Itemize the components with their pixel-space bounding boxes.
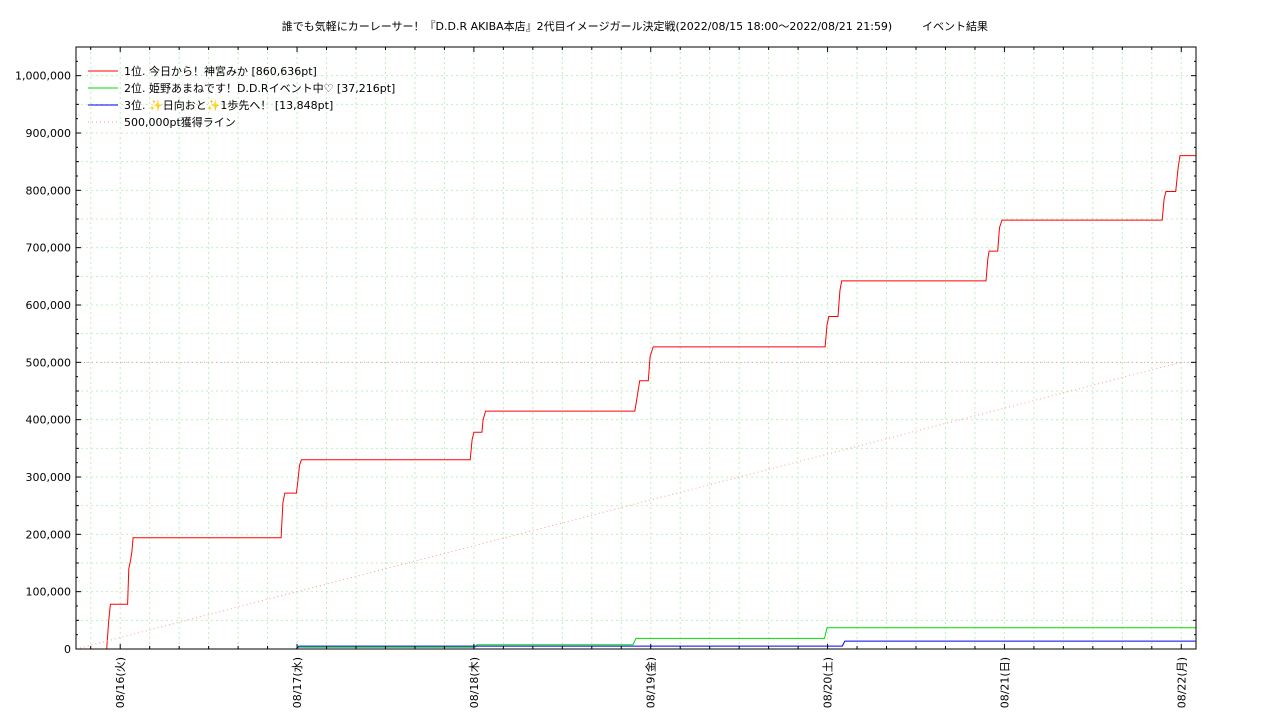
legend-label: 1位. 今日から！神宮みか [860,636pt] [124,64,317,78]
x-tick-label: 08/19(金) [644,657,658,708]
series-line-1 [106,155,1196,650]
x-tick-label: 08/16(火) [114,657,127,708]
chart-title: 誰でも気軽にカーレーサー！『D.D.R AKIBA本店』2代目イメージガール決定… [282,19,892,33]
legend-label: 2位. 姫野あまねです！D.D.Rイベント中♡ [37,216pt] [124,81,395,95]
x-tick-label: 08/17(水) [291,657,304,708]
chart-subtitle: イベント結果 [922,19,988,33]
y-tick-label: 700,000 [26,242,72,255]
y-tick-label: 1,000,000 [15,70,71,83]
grid-layer [76,46,1196,649]
series-line-3 [296,640,1196,650]
y-tick-label: 900,000 [26,127,72,140]
x-tick-label: 08/18(木) [468,657,481,708]
legend-label: 500,000pt獲得ライン [124,116,236,129]
legend-label: 3位. ✨日向おと✨1歩先へ！ [13,848pt] [124,98,333,112]
y-tick-label: 200,000 [26,528,72,541]
y-tick-label: 800,000 [26,184,72,197]
series-line-2 [298,627,1196,648]
y-tick-label: 500,000 [26,356,72,369]
axis-layer: 0 100,000 200,000 300,000 400,000 500,000 600,… [15,46,1196,708]
y-tick-label: 100,000 [26,586,72,599]
y-tick-label: 600,000 [26,299,72,312]
y-tick-label: 0 [64,643,71,656]
y-tick-label: 300,000 [26,471,72,484]
y-tick-label: 400,000 [26,414,72,427]
x-tick-label: 08/20(土) [822,657,835,708]
plot-frame [75,46,1197,650]
legend: 1位. 今日から！神宮みか [860,636pt] 2位. 姫野あまねです！D.D… [88,64,395,129]
series-layer [75,155,1196,650]
x-tick-label: 08/22(月) [1175,657,1188,708]
x-tick-label: 08/21(日) [998,657,1011,708]
